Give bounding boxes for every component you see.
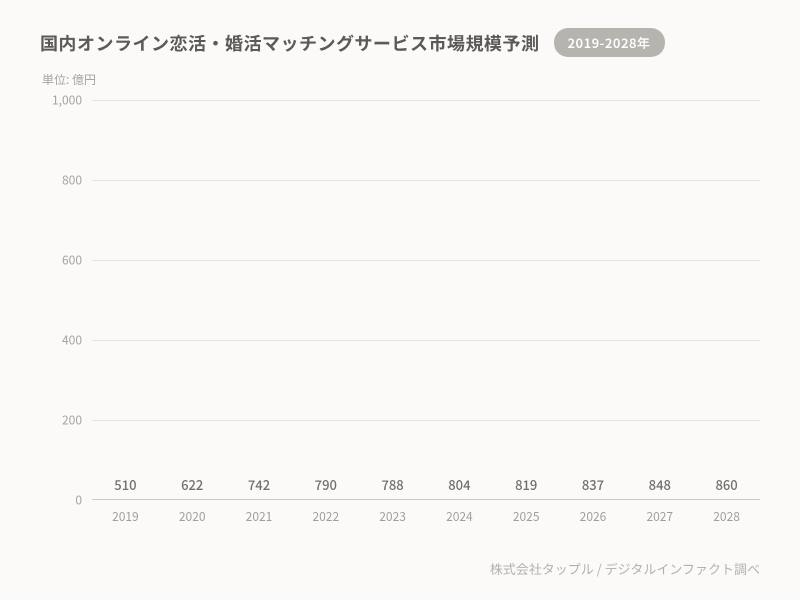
bar-value-label: 819 [515, 475, 537, 494]
bar-slot: 790 [292, 475, 359, 500]
bar-value-label: 742 [248, 475, 270, 494]
bar-slot: 848 [626, 475, 693, 500]
chart-title: 国内オンライン恋活・婚活マッチングサービス市場規模予測 [40, 30, 540, 56]
bar-value-label: 790 [315, 475, 337, 494]
x-tick-label: 2022 [292, 500, 359, 530]
y-tick-label: 600 [42, 252, 82, 269]
y-tick-label: 200 [42, 412, 82, 429]
x-tick-label: 2026 [560, 500, 627, 530]
bar-slot: 622 [159, 475, 226, 500]
bar-slot: 788 [359, 475, 426, 500]
bar-slot: 837 [560, 475, 627, 500]
x-tick-label: 2027 [626, 500, 693, 530]
bar-slot: 860 [693, 475, 760, 500]
bar-value-label: 860 [715, 475, 737, 494]
gridline [92, 100, 760, 101]
bar-value-label: 622 [181, 475, 203, 494]
bar-value-label: 804 [448, 475, 470, 494]
x-tick-label: 2024 [426, 500, 493, 530]
bar-slot: 804 [426, 475, 493, 500]
year-range-badge: 2019-2028年 [554, 28, 665, 57]
x-tick-label: 2021 [226, 500, 293, 530]
plot-area: 510622742790788804819837848860 020040060… [92, 100, 760, 500]
gridline [92, 340, 760, 341]
chart-source: 株式会社タップル / デジタルインファクト調べ [490, 559, 760, 578]
y-tick-label: 400 [42, 332, 82, 349]
gridline [92, 180, 760, 181]
bar-chart: 510 622 742 790 788 804 819 837 848 860 0 200 400 60… [42, 100, 760, 530]
x-tick-label: 2020 [159, 500, 226, 530]
bar-slot: 510 [92, 475, 159, 500]
gridline [92, 420, 760, 421]
gridline [92, 260, 760, 261]
y-tick-label: 1,000 [42, 92, 82, 109]
bar-slot: 742 [226, 475, 293, 500]
bar-value-label: 837 [582, 475, 604, 494]
chart-header: 国内オンライン恋活・婚活マッチングサービス市場規模予測 2019-2028年 [0, 0, 800, 61]
y-tick-label: 800 [42, 172, 82, 189]
x-tick-label: 2023 [359, 500, 426, 530]
bar-value-label: 510 [114, 475, 136, 494]
bar-value-label: 788 [381, 475, 403, 494]
x-axis-labels: 2019202020212022202320242025202620272028 [92, 500, 760, 530]
x-tick-label: 2019 [92, 500, 159, 530]
bars-container: 510 622 742 790 788 804 819 837 848 860 [92, 100, 760, 500]
bar-value-label: 848 [649, 475, 671, 494]
x-tick-label: 2025 [493, 500, 560, 530]
y-tick-label: 0 [42, 492, 82, 509]
unit-label: 単位: 億円 [0, 61, 800, 88]
x-tick-label: 2028 [693, 500, 760, 530]
bar-slot: 819 [493, 475, 560, 500]
